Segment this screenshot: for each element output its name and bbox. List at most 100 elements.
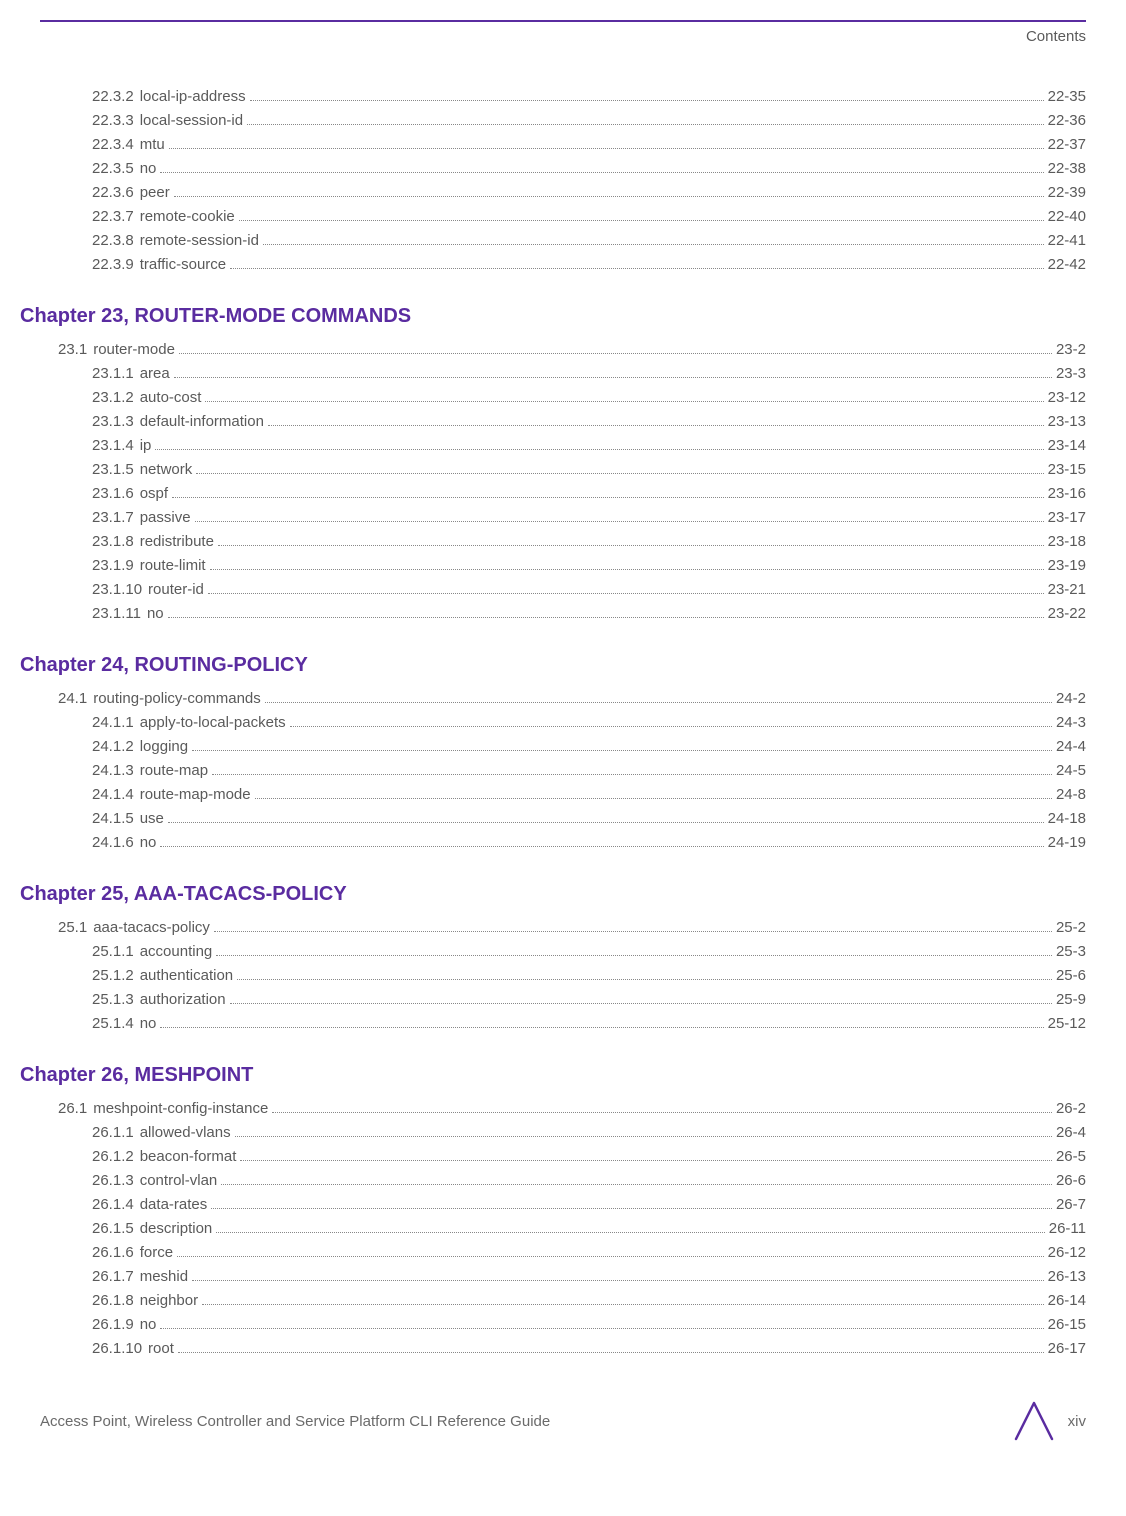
toc-entry[interactable]: 23.1.1area23-3 — [92, 362, 1086, 386]
toc-entry-page: 24-5 — [1056, 759, 1086, 783]
toc-entry-page: 24-19 — [1048, 831, 1086, 855]
toc-entry-number: 22.3.4 — [92, 133, 134, 157]
toc-entry-title: route-map-mode — [140, 783, 251, 807]
toc-entry[interactable]: 23.1.3default-information23-13 — [92, 410, 1086, 434]
toc-leader-dots — [240, 1160, 1052, 1161]
toc-entry[interactable]: 22.3.8remote-session-id22-41 — [92, 229, 1086, 253]
toc-entry[interactable]: 24.1.4route-map-mode24-8 — [92, 783, 1086, 807]
toc-entry[interactable]: 23.1.9route-limit23-19 — [92, 554, 1086, 578]
toc-entry[interactable]: 26.1.5description26-11 — [92, 1217, 1086, 1241]
toc-entry-title: redistribute — [140, 530, 214, 554]
toc-entry[interactable]: 25.1.3authorization25-9 — [92, 988, 1086, 1012]
toc-entry[interactable]: 26.1.2beacon-format26-5 — [92, 1145, 1086, 1169]
toc-entry-page: 25-2 — [1056, 916, 1086, 940]
toc-entry[interactable]: 26.1.9no26-15 — [92, 1313, 1086, 1337]
toc-entry[interactable]: 22.3.2local-ip-address22-35 — [92, 85, 1086, 109]
toc-entry-number: 24.1 — [58, 687, 87, 711]
toc-entry-page: 26-2 — [1056, 1097, 1086, 1121]
toc-leader-dots — [202, 1304, 1044, 1305]
toc-entry-page: 25-3 — [1056, 940, 1086, 964]
toc-entry[interactable]: 24.1.1apply-to-local-packets24-3 — [92, 711, 1086, 735]
toc-entry[interactable]: 22.3.7remote-cookie22-40 — [92, 205, 1086, 229]
toc-entry-page: 22-40 — [1048, 205, 1086, 229]
toc-entry-title: authorization — [140, 988, 226, 1012]
toc-entry-title: mtu — [140, 133, 165, 157]
toc-entry-title: allowed-vlans — [140, 1121, 231, 1145]
toc-entry-title: passive — [140, 506, 191, 530]
toc-entry-number: 24.1.3 — [92, 759, 134, 783]
toc-entry[interactable]: 25.1.2authentication25-6 — [92, 964, 1086, 988]
toc-leader-dots — [172, 497, 1044, 498]
toc-entry[interactable]: 24.1routing-policy-commands24-2 — [58, 687, 1086, 711]
toc-entry-number: 25.1 — [58, 916, 87, 940]
toc-entry-number: 23.1.10 — [92, 578, 142, 602]
toc-entry-number: 22.3.2 — [92, 85, 134, 109]
toc-entry[interactable]: 23.1.8redistribute23-18 — [92, 530, 1086, 554]
chapter-heading[interactable]: Chapter 24, ROUTING-POLICY — [20, 654, 1086, 677]
toc-entry[interactable]: 22.3.4mtu22-37 — [92, 133, 1086, 157]
toc-leader-dots — [168, 822, 1044, 823]
toc-entry[interactable]: 25.1.4no25-12 — [92, 1012, 1086, 1036]
chapter-heading[interactable]: Chapter 23, ROUTER-MODE COMMANDS — [20, 305, 1086, 328]
toc-entry[interactable]: 24.1.2logging24-4 — [92, 735, 1086, 759]
toc-entry-number: 23.1.7 — [92, 506, 134, 530]
toc-entry[interactable]: 23.1.7passive 23-17 — [92, 506, 1086, 530]
chapter-heading[interactable]: Chapter 26, MESHPOINT — [20, 1064, 1086, 1087]
toc-entry[interactable]: 26.1.8neighbor26-14 — [92, 1289, 1086, 1313]
toc-entry-number: 26.1.2 — [92, 1145, 134, 1169]
toc-entry-number: 23.1.9 — [92, 554, 134, 578]
toc-entry-title: no — [140, 157, 157, 181]
toc-entry-number: 23.1.2 — [92, 386, 134, 410]
toc-entry[interactable]: 26.1.6force26-12 — [92, 1241, 1086, 1265]
toc-entry-page: 26-14 — [1048, 1289, 1086, 1313]
toc-entry[interactable]: 22.3.3local-session-id22-36 — [92, 109, 1086, 133]
toc-entry[interactable]: 25.1aaa-tacacs-policy25-2 — [58, 916, 1086, 940]
toc-entry[interactable]: 23.1.10router-id23-21 — [92, 578, 1086, 602]
toc-leader-dots — [177, 1256, 1044, 1257]
toc-entry-number: 23.1 — [58, 338, 87, 362]
toc-entry[interactable]: 26.1.10root26-17 — [92, 1337, 1086, 1361]
toc-entry[interactable]: 26.1.7meshid26-13 — [92, 1265, 1086, 1289]
toc-entry[interactable]: 26.1.4data-rates26-7 — [92, 1193, 1086, 1217]
toc-entry-title: local-session-id — [140, 109, 243, 133]
toc-leader-dots — [237, 979, 1052, 980]
toc-entry-page: 23-17 — [1048, 506, 1086, 530]
toc-entry[interactable]: 22.3.6peer22-39 — [92, 181, 1086, 205]
toc-entry-title: apply-to-local-packets — [140, 711, 286, 735]
toc-entry[interactable]: 23.1.2auto-cost23-12 — [92, 386, 1086, 410]
toc-entry[interactable]: 22.3.9traffic-source22-42 — [92, 253, 1086, 277]
toc-leader-dots — [230, 268, 1043, 269]
toc-entry-page: 26-12 — [1048, 1241, 1086, 1265]
toc-entry[interactable]: 26.1.1allowed-vlans26-4 — [92, 1121, 1086, 1145]
toc-entry-page: 23-13 — [1048, 410, 1086, 434]
toc-entry[interactable]: 26.1.3control-vlan26-6 — [92, 1169, 1086, 1193]
toc-entry-title: logging — [140, 735, 188, 759]
toc-entry-page: 22-36 — [1048, 109, 1086, 133]
toc-entry[interactable]: 25.1.1accounting25-3 — [92, 940, 1086, 964]
chapter-heading[interactable]: Chapter 25, AAA-TACACS-POLICY — [20, 883, 1086, 906]
toc-entry-page: 26-13 — [1048, 1265, 1086, 1289]
toc-entry-page: 23-19 — [1048, 554, 1086, 578]
toc-entry[interactable]: 23.1.4ip23-14 — [92, 434, 1086, 458]
page-footer: Access Point, Wireless Controller and Se… — [40, 1401, 1086, 1441]
toc-entry-page: 25-12 — [1048, 1012, 1086, 1036]
toc-entry-page: 26-4 — [1056, 1121, 1086, 1145]
toc-entry-title: default-information — [140, 410, 264, 434]
toc-entry[interactable]: 26.1meshpoint-config-instance26-2 — [58, 1097, 1086, 1121]
toc-entry[interactable]: 22.3.5no22-38 — [92, 157, 1086, 181]
toc-block: 22.3.2local-ip-address22-3522.3.3local-s… — [40, 85, 1086, 277]
toc-entry[interactable]: 24.1.6no24-19 — [92, 831, 1086, 855]
toc-entry[interactable]: 23.1.11no23-22 — [92, 602, 1086, 626]
toc-entry[interactable]: 23.1.5network23-15 — [92, 458, 1086, 482]
toc-entry[interactable]: 24.1.3route-map24-5 — [92, 759, 1086, 783]
toc-entry-title: meshid — [140, 1265, 188, 1289]
toc-entry[interactable]: 24.1.5use24-18 — [92, 807, 1086, 831]
toc-entry[interactable]: 23.1router-mode23-2 — [58, 338, 1086, 362]
toc-entry-number: 23.1.11 — [92, 602, 141, 626]
toc-entry-page: 26-15 — [1048, 1313, 1086, 1337]
toc-leader-dots — [214, 931, 1052, 932]
toc-entry-page: 23-18 — [1048, 530, 1086, 554]
toc-entry-title: area — [140, 362, 170, 386]
toc-entry[interactable]: 23.1.6ospf23-16 — [92, 482, 1086, 506]
toc-entry-title: traffic-source — [140, 253, 226, 277]
